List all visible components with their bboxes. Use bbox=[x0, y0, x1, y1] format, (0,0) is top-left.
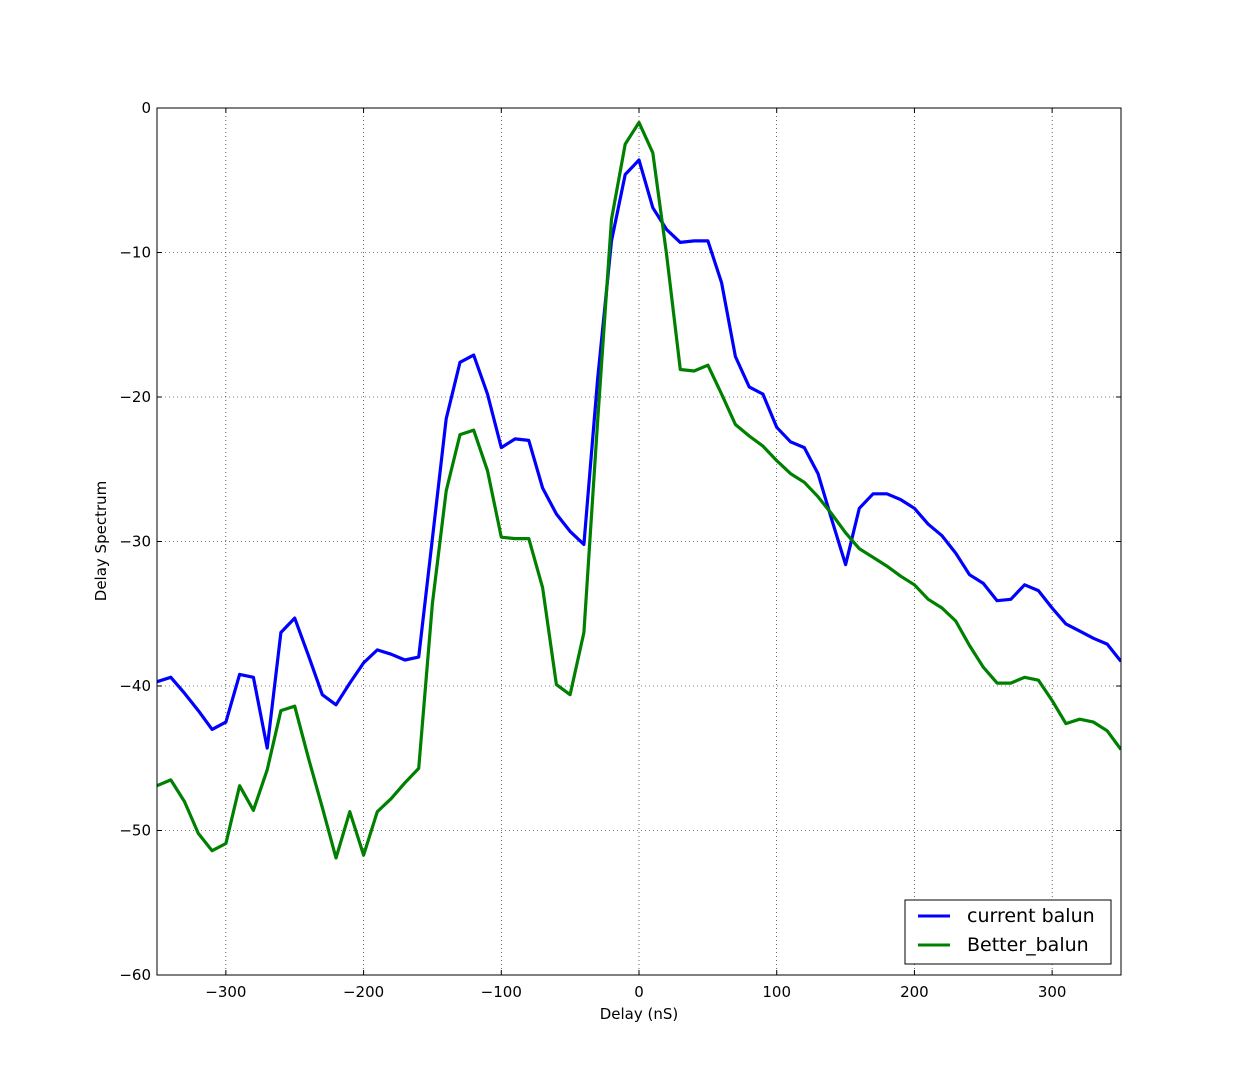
x-tick-label: 100 bbox=[762, 983, 791, 1001]
x-tick-label: −200 bbox=[343, 983, 384, 1001]
y-tick-label: −30 bbox=[119, 533, 151, 551]
tick-labels: −300 −200 −100 0 100 200 300 0 −10 −20 −30 −40 −50 −6… bbox=[119, 99, 1066, 1001]
legend-label-better-balun: Better_balun bbox=[967, 934, 1089, 956]
x-tick-label: 0 bbox=[634, 983, 644, 1001]
x-axis-label: Delay (nS) bbox=[600, 1005, 679, 1023]
series-layer bbox=[157, 120, 1121, 860]
x-tick-label: −100 bbox=[481, 983, 522, 1001]
series-line-better-balun bbox=[157, 120, 1121, 860]
x-tick-label: 300 bbox=[1038, 983, 1067, 1001]
y-axis-label: Delay Spectrum bbox=[92, 481, 110, 601]
legend: current balun Better_balun bbox=[904, 899, 1112, 965]
legend-label-current-balun: current balun bbox=[967, 905, 1095, 927]
y-tick-label: −60 bbox=[119, 966, 151, 984]
y-tick-label: −50 bbox=[119, 822, 151, 840]
axis-ticks bbox=[157, 107, 1121, 976]
legend-box bbox=[904, 899, 1112, 965]
series-line-current-balun bbox=[157, 158, 1121, 750]
y-tick-label: 0 bbox=[141, 99, 151, 117]
x-tick-label: −300 bbox=[205, 983, 246, 1001]
y-tick-label: −10 bbox=[119, 244, 151, 262]
x-tick-label: 200 bbox=[900, 983, 929, 1001]
y-tick-label: −40 bbox=[119, 677, 151, 695]
y-tick-label: −20 bbox=[119, 388, 151, 406]
